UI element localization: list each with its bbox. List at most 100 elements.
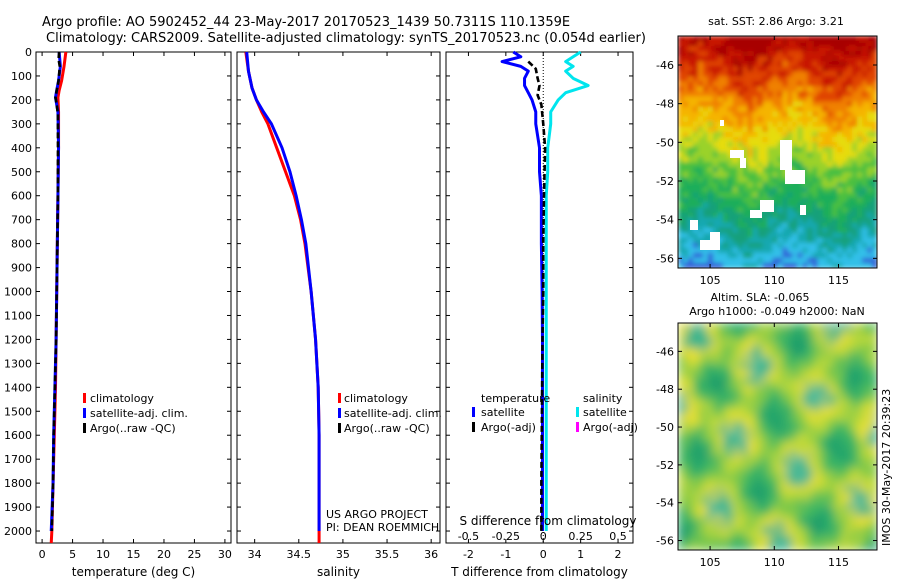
field-cell <box>722 237 729 244</box>
field-cell <box>867 446 873 452</box>
field-cell <box>722 247 729 254</box>
field-cell <box>847 525 853 531</box>
field-cell <box>702 456 709 462</box>
field-cell <box>847 451 853 457</box>
field-cell <box>687 197 694 204</box>
field-cell <box>817 372 823 378</box>
field-cell <box>692 146 699 153</box>
field-cell <box>847 237 853 244</box>
field-cell <box>777 431 784 438</box>
field-cell <box>822 411 828 418</box>
field-cell <box>792 41 798 47</box>
field-cell <box>682 252 689 259</box>
field-cell <box>842 382 848 388</box>
field-cell <box>852 96 858 103</box>
field-cell <box>837 451 843 457</box>
field-cell <box>827 96 833 103</box>
field-cell <box>827 362 833 369</box>
field-cell <box>792 136 798 143</box>
field-cell <box>847 46 853 52</box>
field-cell <box>797 86 803 93</box>
field-cell <box>717 475 724 482</box>
field-cell <box>847 91 853 98</box>
field-cell <box>772 207 779 214</box>
field-cell <box>867 505 873 512</box>
field-cell <box>772 222 779 229</box>
field-cell <box>852 212 858 219</box>
field-cell <box>857 76 863 82</box>
field-cell <box>837 257 843 264</box>
field-cell <box>807 436 813 443</box>
field-cell <box>722 56 729 62</box>
field-cell <box>792 436 798 443</box>
field-cell <box>682 377 689 383</box>
field-cell <box>717 66 724 72</box>
field-cell <box>827 131 833 138</box>
field-cell <box>867 530 873 536</box>
field-cell <box>692 51 699 57</box>
field-cell <box>772 217 779 224</box>
field-cell <box>792 520 798 526</box>
field-cell <box>797 495 803 502</box>
field-cell <box>722 540 729 546</box>
field-cell <box>732 66 739 72</box>
field-cell <box>857 510 863 517</box>
field-cell <box>722 490 729 497</box>
field-cell <box>787 187 794 193</box>
field-cell <box>742 126 749 133</box>
field-cell <box>757 157 764 163</box>
field-cell <box>872 262 877 268</box>
field-cell <box>678 106 684 113</box>
field-cell <box>682 227 689 234</box>
field-cell <box>697 387 704 393</box>
field-cell <box>767 252 774 259</box>
field-cell <box>732 332 739 339</box>
field-cell <box>812 56 818 62</box>
field-cell <box>742 116 749 123</box>
field-cell <box>742 262 749 268</box>
field-cell <box>787 485 794 492</box>
field-cell <box>747 146 754 153</box>
field-cell <box>727 71 734 77</box>
field-cell <box>727 446 734 452</box>
field-cell <box>842 222 848 229</box>
field-cell <box>757 247 764 254</box>
field-cell <box>697 426 704 433</box>
field-cell <box>678 342 684 349</box>
field-cell <box>712 451 719 457</box>
field-cell <box>842 247 848 254</box>
y-tick-label: 300 <box>11 118 32 131</box>
field-cell <box>812 471 818 477</box>
field-cell <box>722 207 729 214</box>
field-cell <box>832 485 838 492</box>
field-cell <box>772 237 779 244</box>
field-cell <box>682 397 689 403</box>
field-cell <box>782 41 789 47</box>
field-cell <box>827 367 833 373</box>
field-cell <box>747 197 754 204</box>
field-cell <box>772 500 779 507</box>
field-cell <box>842 81 848 88</box>
field-cell <box>802 337 808 344</box>
field-cell <box>757 96 764 103</box>
field-cell <box>752 157 759 163</box>
field-cell <box>797 382 803 388</box>
field-cell <box>747 421 754 428</box>
field-cell <box>702 61 709 67</box>
field-cell <box>697 500 704 507</box>
field-cell <box>722 392 729 398</box>
field-cell <box>792 81 798 88</box>
field-cell <box>827 446 833 452</box>
field-cell <box>822 116 828 123</box>
field-cell <box>757 242 764 249</box>
field-cell <box>722 406 729 413</box>
field-cell <box>797 387 803 393</box>
field-cell <box>727 510 734 517</box>
field-cell <box>762 106 769 113</box>
field-cell <box>852 362 858 369</box>
field-cell <box>862 146 868 153</box>
field-cell <box>787 377 794 383</box>
field-cell <box>712 431 719 438</box>
field-cell <box>782 495 789 502</box>
